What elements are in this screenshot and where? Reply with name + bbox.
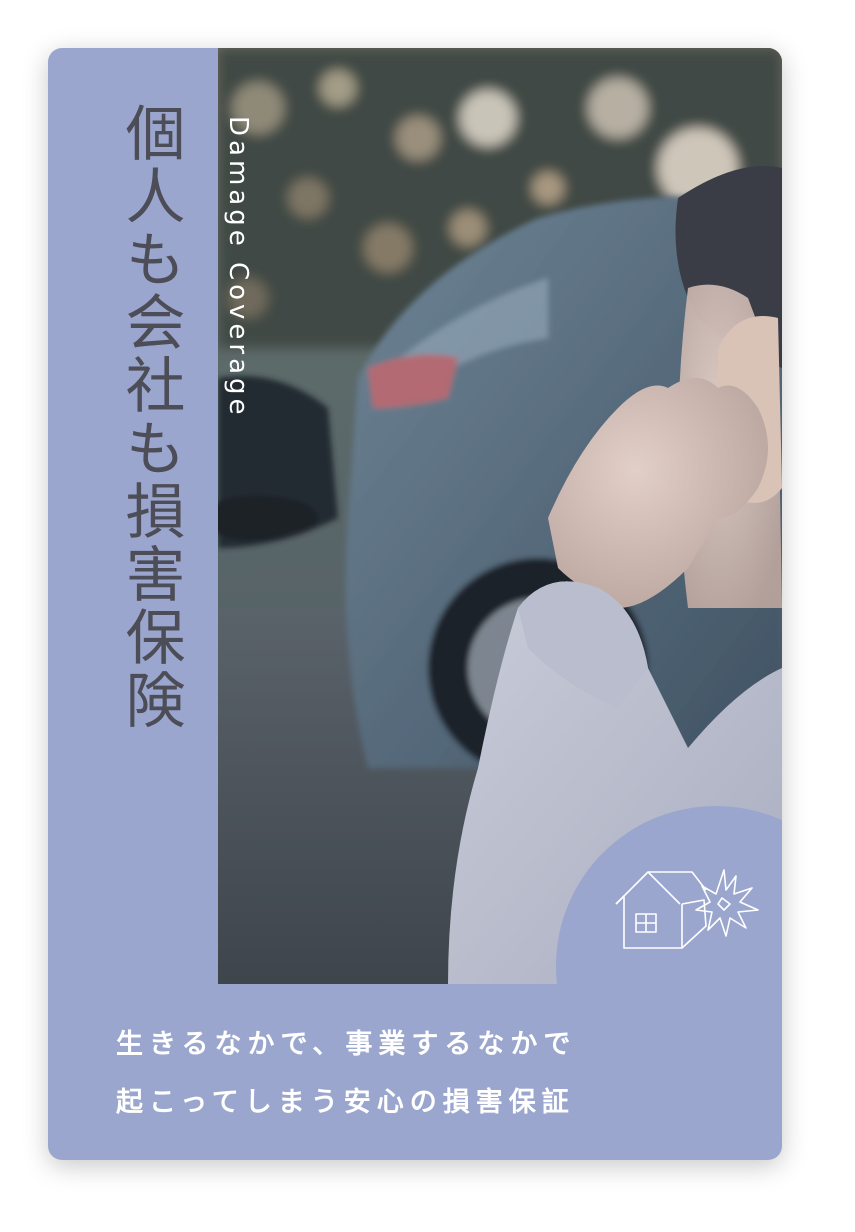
card-caption: 生きるなかで、事業するなかで 起こってしまう安心の損害保証 xyxy=(116,1016,736,1132)
caption-line-1: 生きるなかで、事業するなかで xyxy=(116,1029,577,1060)
card-subtitle: Damage Coverage xyxy=(223,116,253,419)
house-damage-icon xyxy=(615,869,759,949)
caption-line-2: 起こってしまう安心の損害保証 xyxy=(116,1087,575,1118)
card-title: 個人も会社も損害保険 xyxy=(115,102,185,732)
insurance-card: 個人も会社も損害保険 Damage Coverage 生きるなかで、事業するなか… xyxy=(48,48,782,1160)
